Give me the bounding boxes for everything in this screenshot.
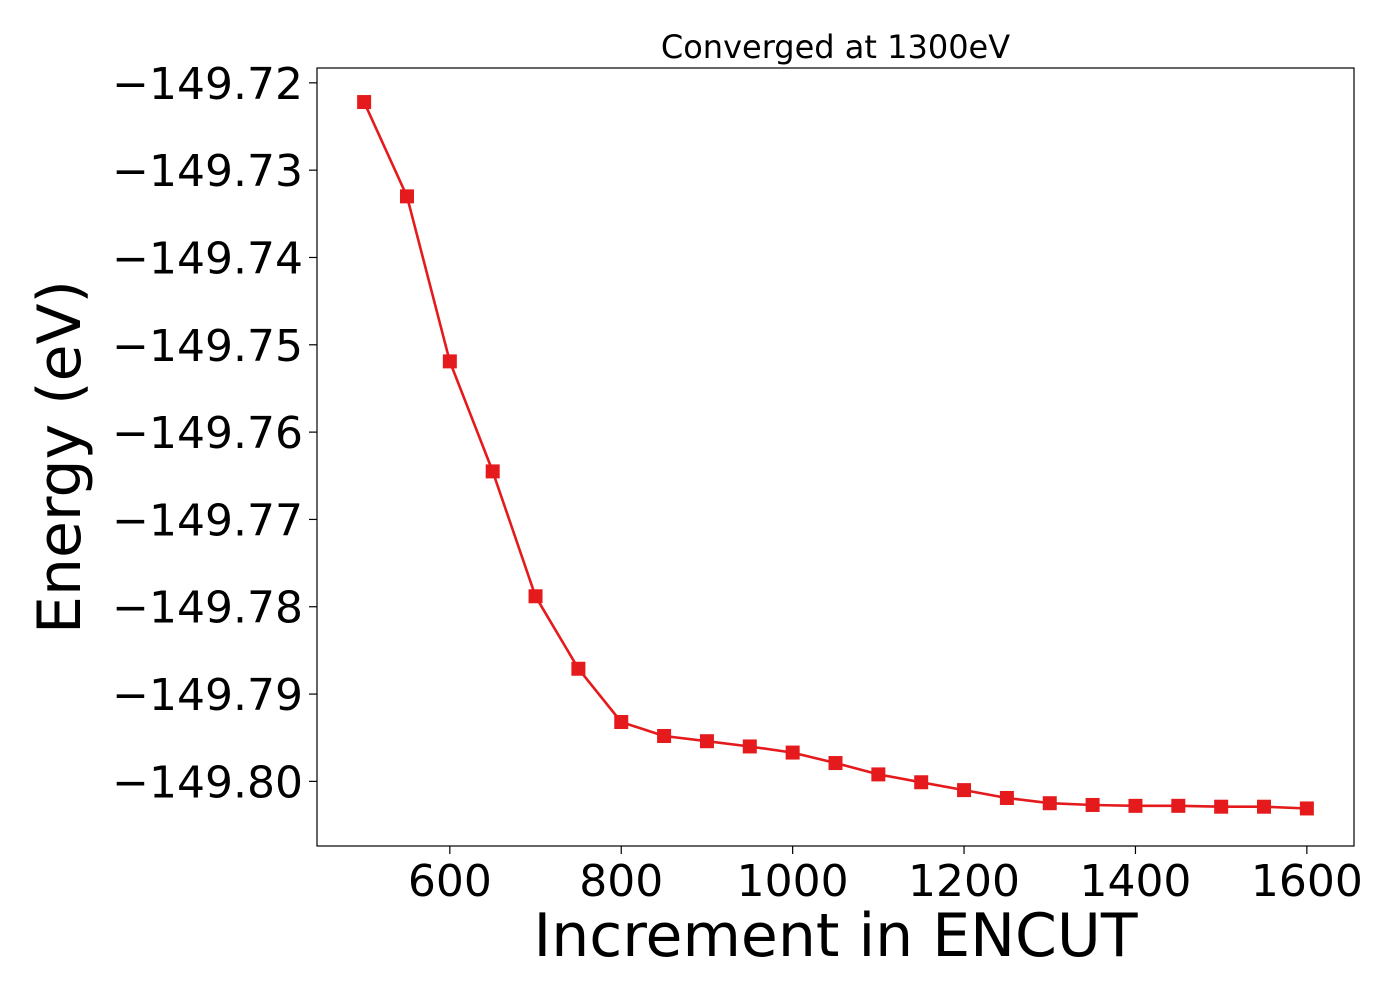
- y-tick-label: −149.76: [112, 408, 303, 459]
- series-line: [362, 101, 1307, 810]
- data-point: [871, 767, 886, 782]
- y-tick-label: −149.80: [112, 757, 303, 808]
- y-tick-label: −149.75: [112, 321, 303, 372]
- y-tick-label: −149.73: [112, 146, 303, 197]
- data-point: [1128, 798, 1143, 813]
- x-axis-title: Increment in ENCUT: [534, 901, 1138, 971]
- data-point: [442, 354, 457, 369]
- data-point: [1214, 799, 1229, 814]
- y-axis-title: Energy (eV): [25, 280, 95, 634]
- data-point: [742, 739, 757, 754]
- data-point: [785, 745, 800, 760]
- y-tick-label: −149.79: [112, 670, 303, 721]
- data-point: [399, 189, 414, 204]
- x-tick-label: 1600: [1251, 856, 1363, 907]
- data-point: [1042, 796, 1057, 811]
- data-point: [914, 775, 929, 790]
- x-tick-label: 600: [408, 856, 492, 907]
- data-point: [699, 734, 714, 749]
- data-point: [528, 589, 543, 604]
- data-point: [1257, 799, 1272, 814]
- x-tick-label: 1400: [1079, 856, 1191, 907]
- data-point: [999, 790, 1014, 805]
- plot-frame: [316, 67, 1355, 847]
- data-point: [828, 756, 843, 771]
- data-point: [614, 715, 629, 730]
- ticks-layer: 600 800 1000 1200 1400 1600 −149.72 −149.73 −149…: [112, 59, 1363, 907]
- x-tick-label: 800: [579, 856, 663, 907]
- y-tick-label: −149.72: [112, 59, 303, 110]
- y-tick-label: −149.78: [112, 583, 303, 634]
- data-point: [1085, 797, 1100, 812]
- data-point: [357, 95, 372, 110]
- series-layer: [357, 95, 1314, 816]
- data-point: [1299, 801, 1314, 816]
- data-point: [571, 661, 586, 676]
- x-tick-label: 1200: [908, 856, 1020, 907]
- data-point: [485, 464, 500, 479]
- y-tick-label: −149.74: [112, 233, 303, 284]
- chart-title: Converged at 1300eV: [661, 28, 1010, 66]
- data-point: [657, 728, 672, 743]
- x-tick-label: 1000: [737, 856, 849, 907]
- data-point: [957, 783, 972, 798]
- y-tick-label: −149.77: [112, 495, 303, 546]
- data-point: [1171, 798, 1186, 813]
